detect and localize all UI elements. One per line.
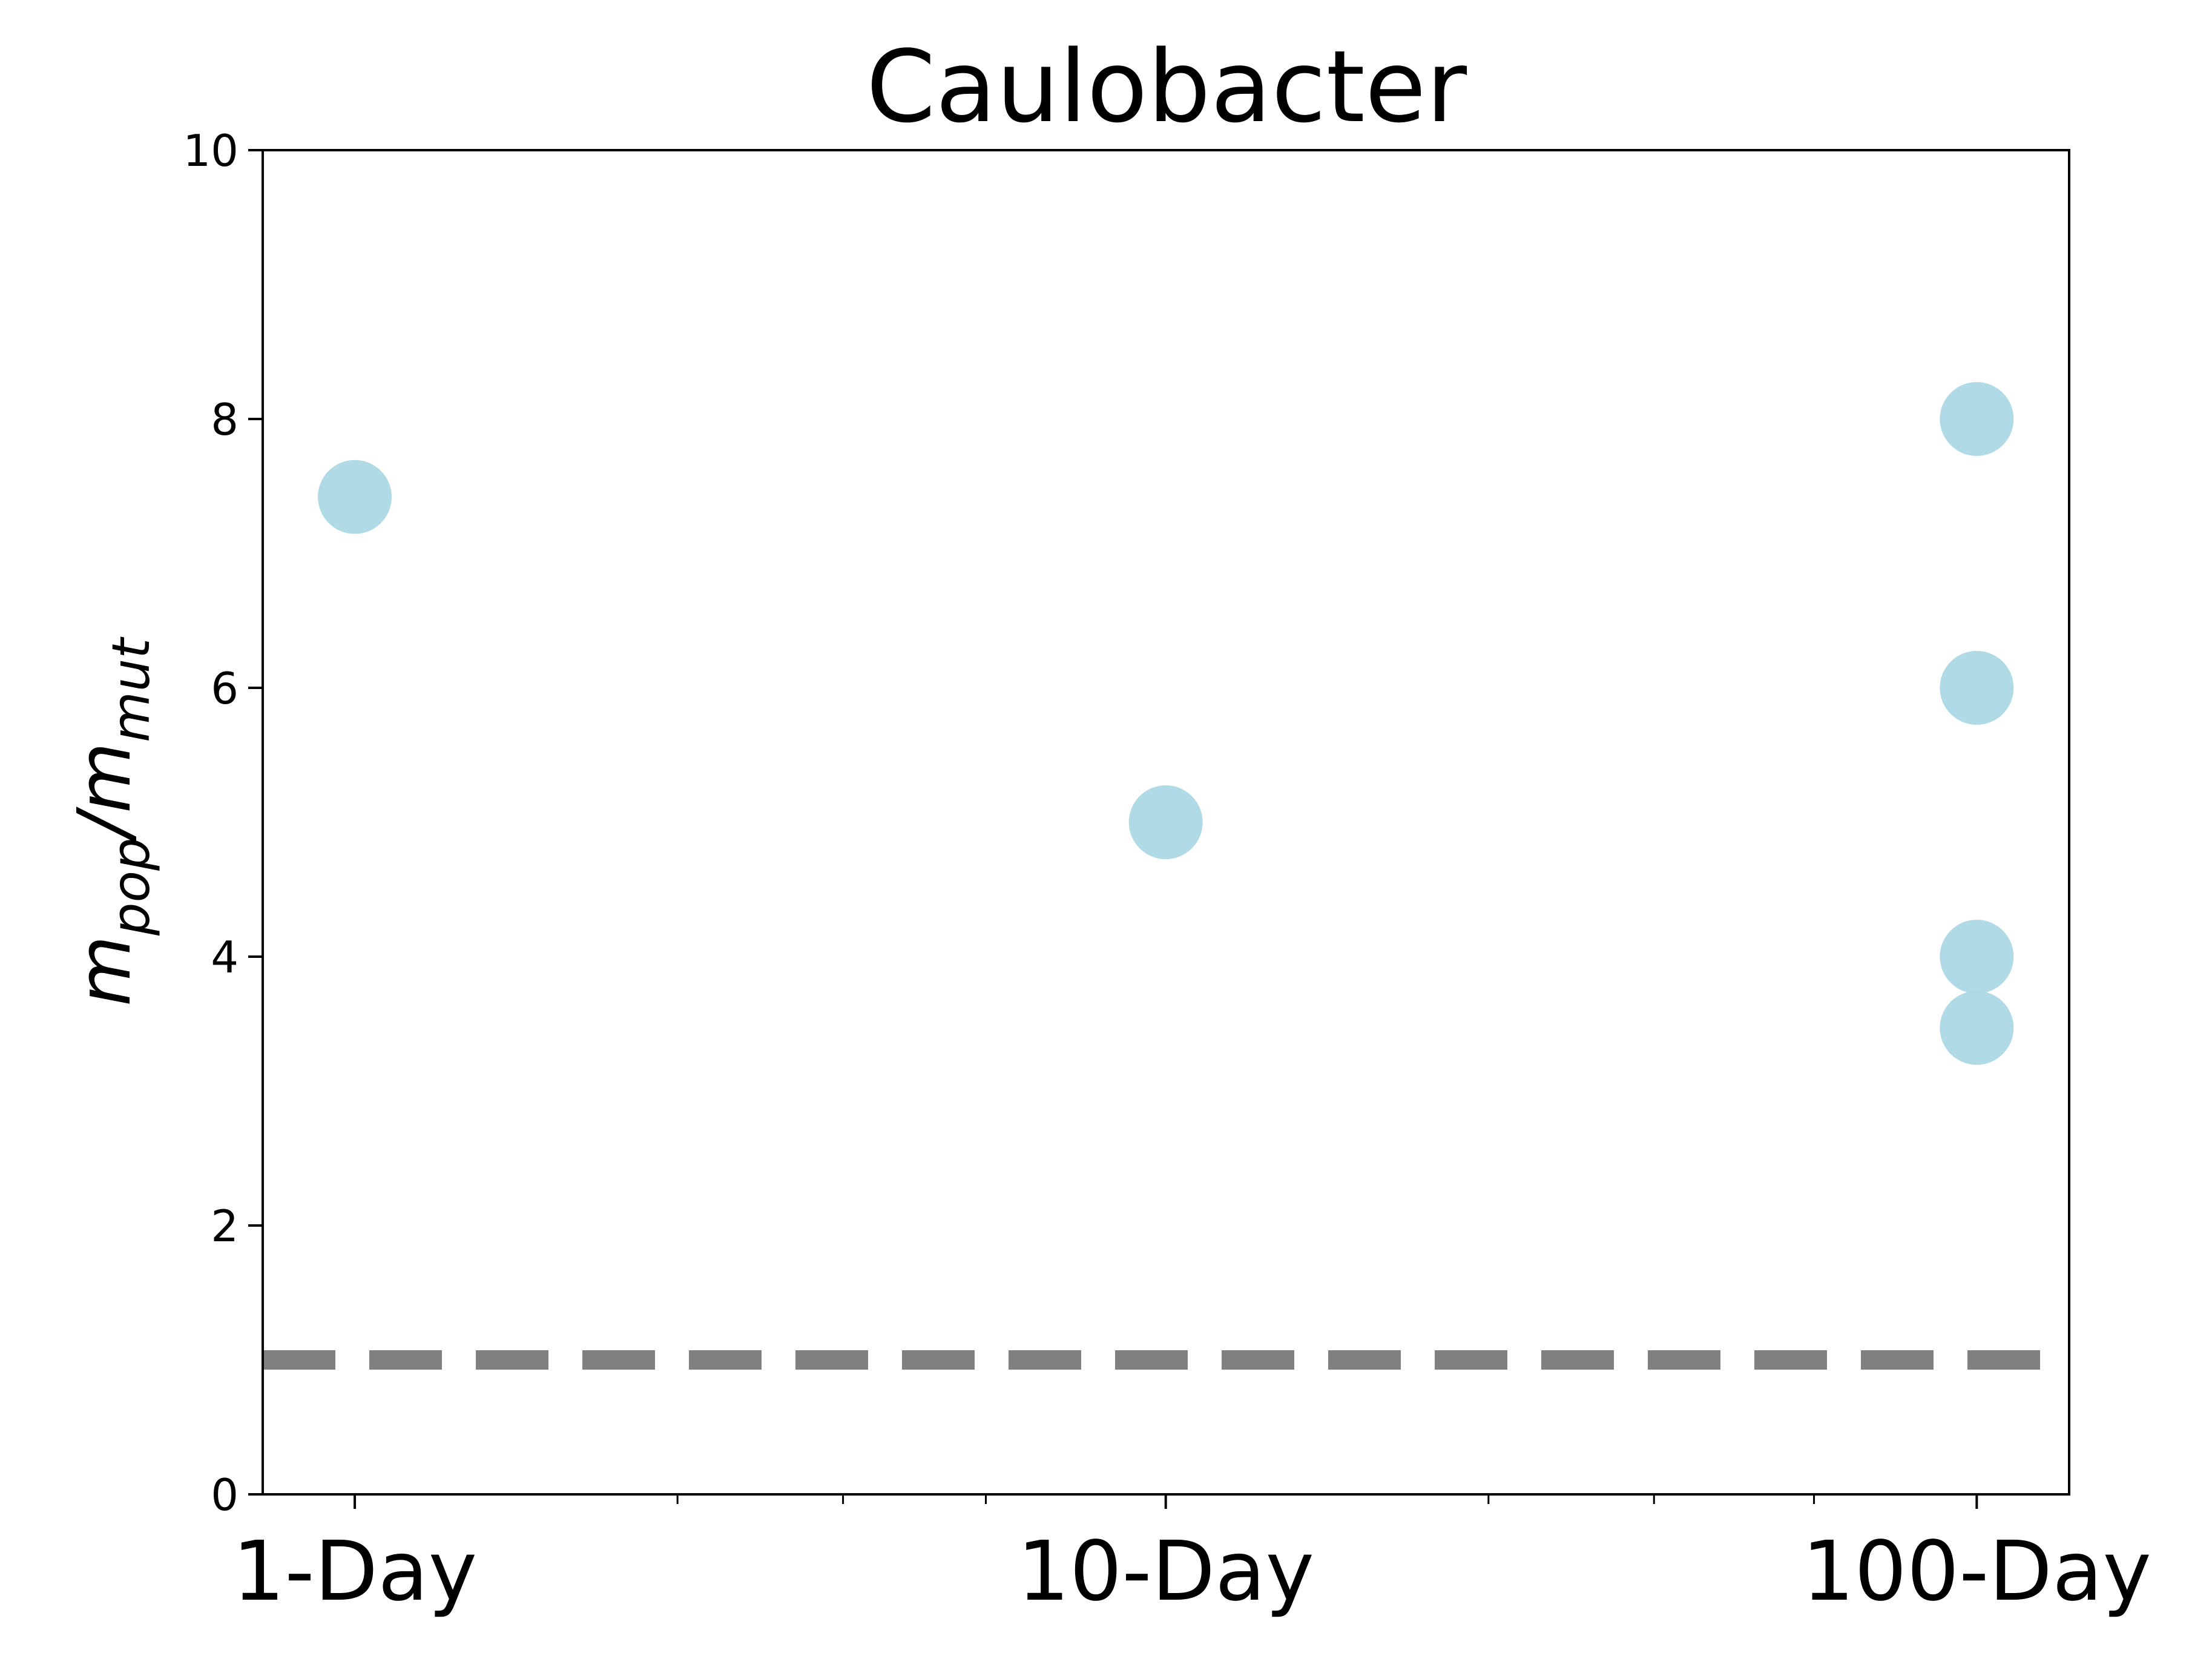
data-point <box>1128 785 1203 859</box>
y-tick-label: 10 <box>183 125 239 176</box>
y-axis: 0 2 4 6 8 10 <box>183 125 263 1520</box>
x-tick-label: 100-Day <box>1802 1524 2151 1620</box>
y-tick-label: 4 <box>211 932 239 983</box>
data-point <box>1940 651 2014 725</box>
y-tick-label: 0 <box>211 1470 239 1520</box>
y-tick-label: 6 <box>211 663 239 714</box>
x-tick-label: 1-Day <box>232 1524 477 1620</box>
y-tick-label: 8 <box>211 394 239 445</box>
data-point <box>1940 991 2014 1065</box>
x-tick-label: 10-Day <box>1017 1524 1314 1620</box>
y-axis-label: mpop/mmut <box>63 636 162 1006</box>
chart-title: Caulobacter <box>866 29 1467 145</box>
data-point <box>318 460 392 534</box>
y-tick-label: 2 <box>211 1201 239 1252</box>
data-point <box>1940 920 2014 994</box>
data-point <box>1940 382 2014 456</box>
x-axis: 1-Day 10-Day 100-Day <box>232 1494 2151 1620</box>
plot-area <box>263 382 2052 1370</box>
